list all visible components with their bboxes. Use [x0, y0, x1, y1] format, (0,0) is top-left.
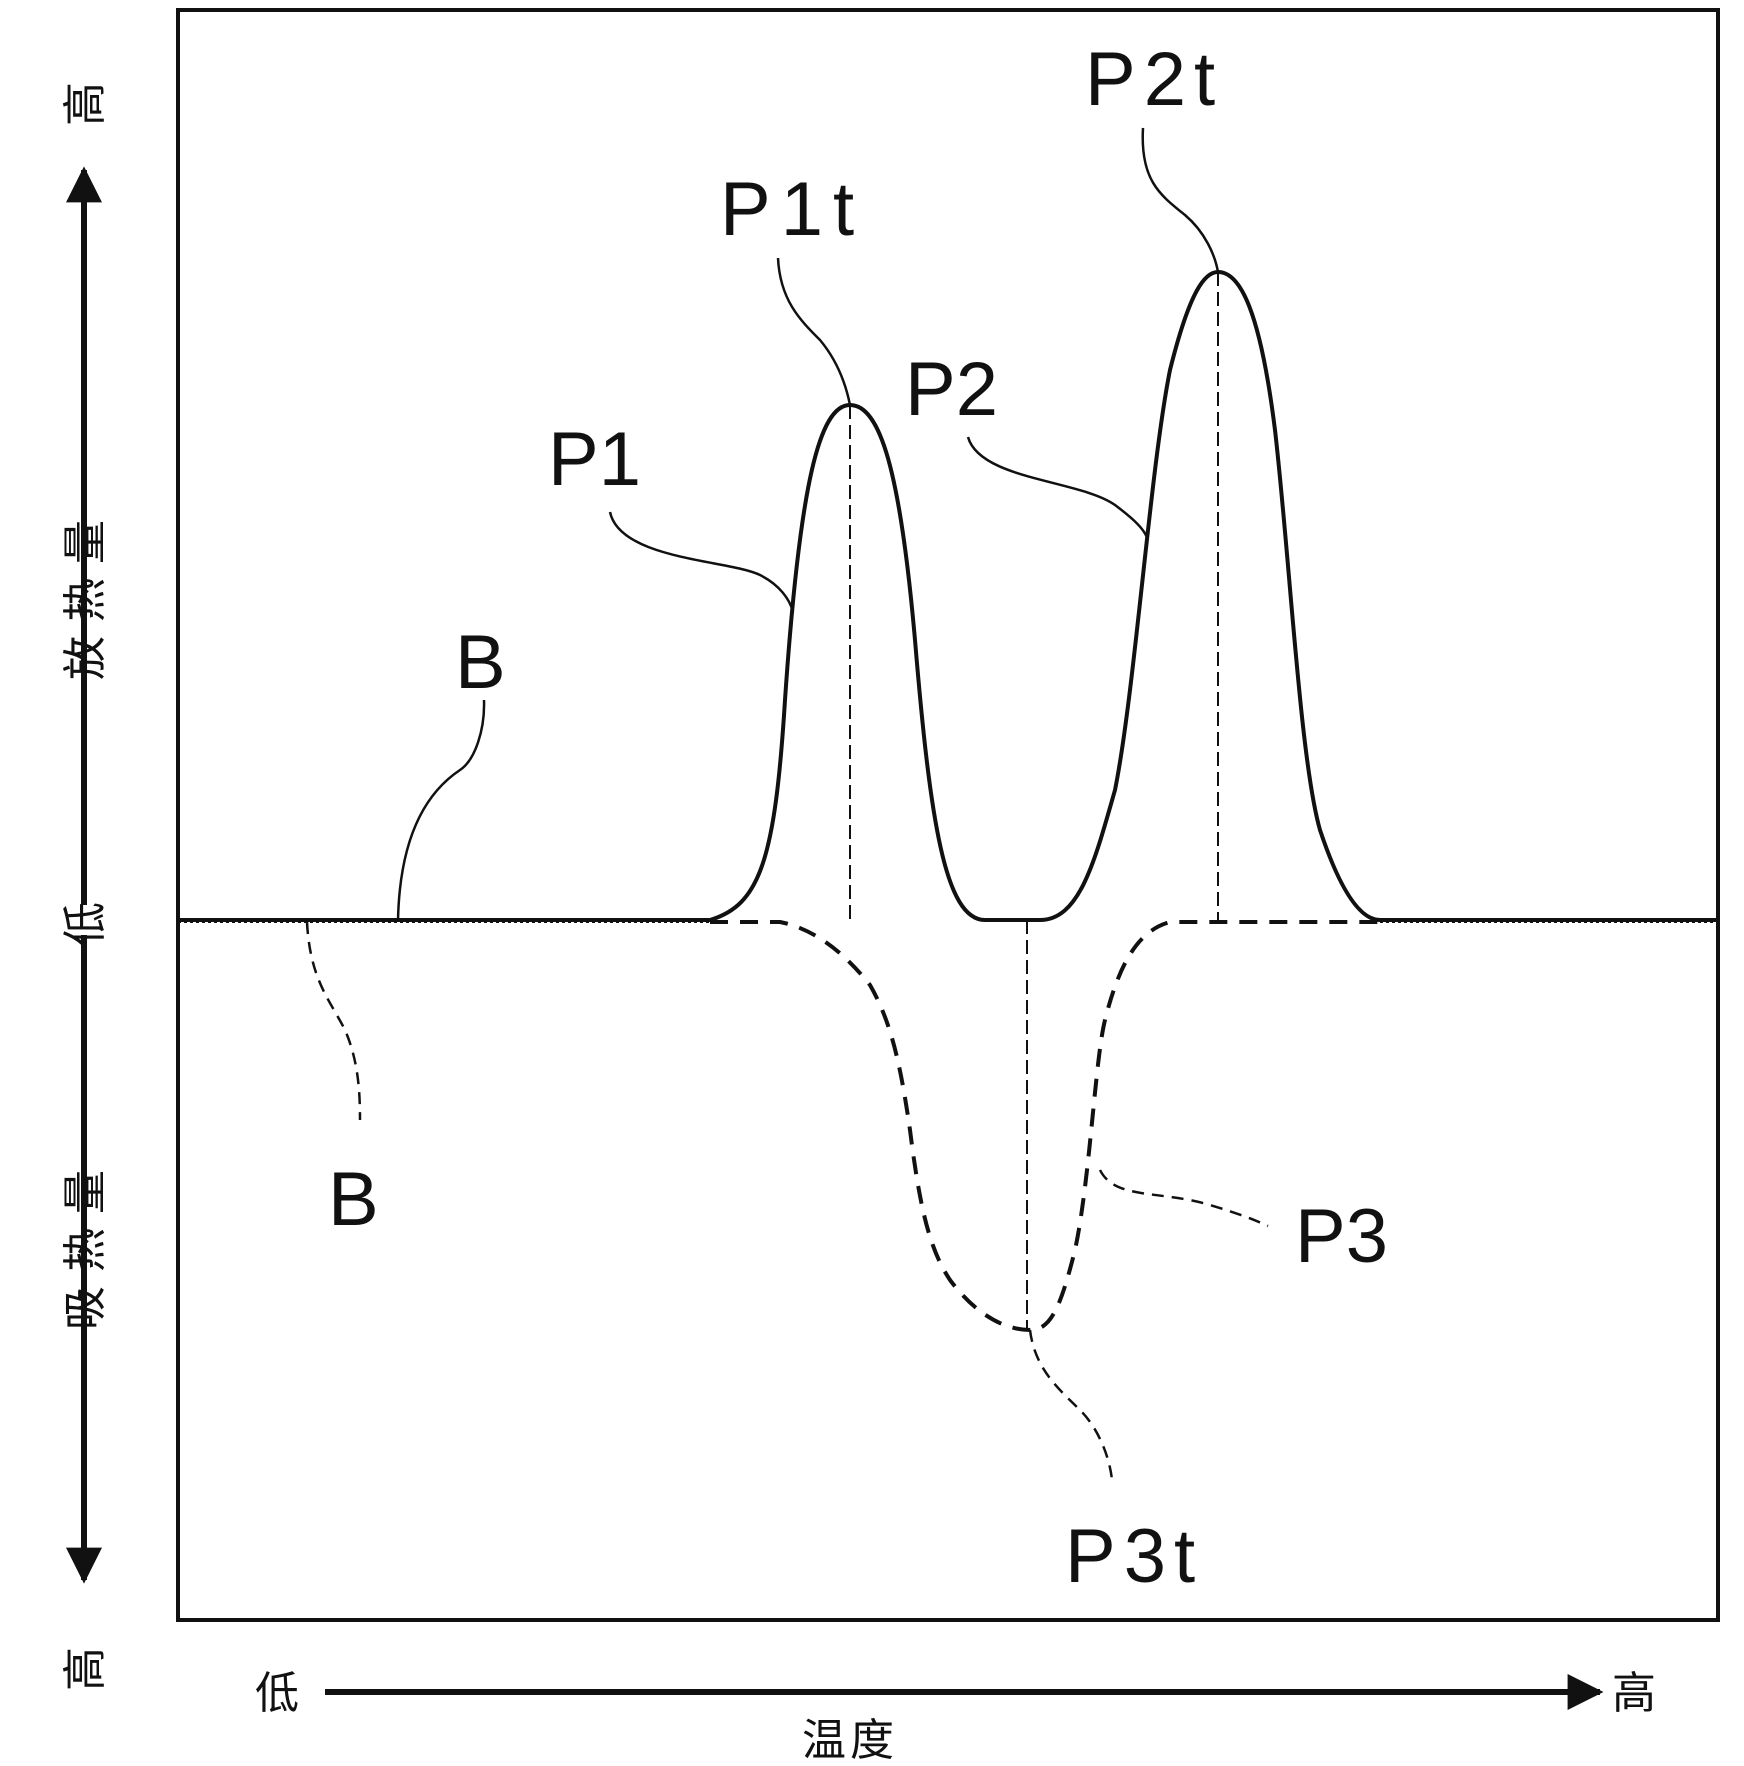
leader-p2t [1143, 128, 1218, 272]
leader-p1 [610, 512, 793, 612]
y-upper-label: 放热量 [60, 506, 111, 680]
leader-p2 [968, 437, 1148, 540]
label-p2: P2 [905, 347, 998, 432]
leader-p1t [778, 258, 850, 405]
label-p1: P1 [548, 417, 641, 502]
label-p3t: P3t [1065, 1514, 1203, 1599]
plot-frame [178, 10, 1718, 1620]
series-dashed-line [710, 922, 1380, 1330]
label-p2t: P2t [1085, 37, 1223, 122]
y-top-label: 高 [60, 82, 111, 126]
leader-p3 [1100, 1170, 1268, 1226]
x-axis-title: 温度 [802, 1715, 898, 1766]
label-p1t: P1t [720, 167, 864, 252]
x-low-label: 低 [255, 1668, 299, 1719]
label-p3: P3 [1295, 1194, 1388, 1279]
label-b-upper: B [455, 620, 506, 705]
leader-b-upper [398, 700, 484, 920]
label-b-lower: B [328, 1157, 379, 1242]
x-high-label: 高 [1612, 1668, 1656, 1719]
y-center-label: 低 [60, 902, 111, 946]
leader-b-lower [307, 922, 360, 1120]
y-bottom-label: 高 [60, 1647, 111, 1691]
leader-p3t [1030, 1330, 1112, 1480]
series-solid-line [710, 272, 1718, 920]
y-lower-label: 吸热量 [60, 1156, 111, 1330]
